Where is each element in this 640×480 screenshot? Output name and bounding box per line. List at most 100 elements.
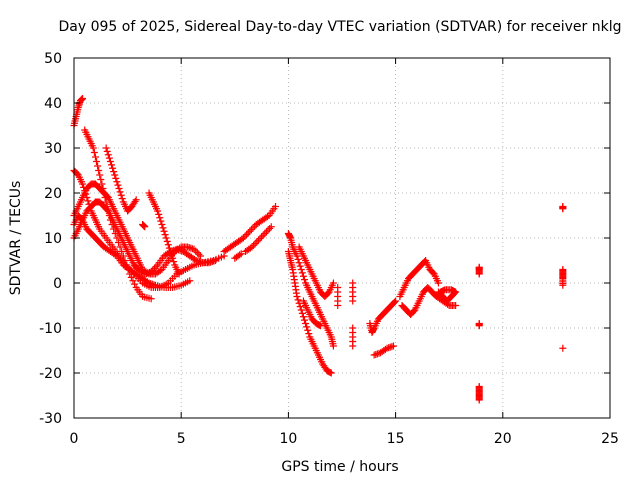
x-tick-label: 25 bbox=[601, 431, 619, 447]
y-tick-label: 50 bbox=[44, 51, 62, 67]
series-track-7 bbox=[139, 189, 183, 278]
data-point bbox=[247, 226, 255, 234]
series-track-16 bbox=[434, 286, 460, 305]
series-track-5 bbox=[70, 212, 194, 291]
data-point bbox=[294, 255, 302, 263]
data-point bbox=[191, 255, 199, 263]
data-point bbox=[196, 252, 204, 260]
data-point bbox=[160, 227, 168, 235]
data-point bbox=[389, 342, 397, 350]
series-track-17 bbox=[475, 263, 483, 404]
data-point bbox=[297, 306, 305, 314]
data-point bbox=[437, 288, 445, 296]
data-point bbox=[434, 279, 442, 287]
data-point bbox=[97, 176, 105, 183]
data-point bbox=[175, 270, 183, 278]
data-point bbox=[212, 257, 220, 264]
data-point bbox=[302, 320, 310, 327]
data-point bbox=[475, 322, 483, 330]
y-tick-label: 40 bbox=[44, 96, 62, 112]
series-track-9 bbox=[284, 230, 337, 350]
series-track-14 bbox=[396, 257, 442, 300]
data-point bbox=[193, 249, 201, 257]
data-point bbox=[168, 251, 176, 259]
data-point bbox=[296, 262, 304, 270]
y-tick-label: -30 bbox=[39, 411, 62, 427]
data-point bbox=[147, 295, 155, 303]
data-point bbox=[391, 298, 399, 306]
data-point bbox=[111, 171, 119, 179]
series-track-6 bbox=[102, 144, 140, 215]
data-point bbox=[559, 281, 567, 289]
y-axis-label: SDTVAR / TECUs bbox=[8, 181, 24, 296]
data-point bbox=[299, 313, 307, 321]
data-point bbox=[169, 254, 177, 262]
series-track-8 bbox=[220, 203, 280, 262]
data-point bbox=[249, 224, 257, 232]
data-point bbox=[261, 230, 269, 237]
data-point bbox=[156, 214, 164, 222]
data-point bbox=[98, 180, 106, 188]
data-point bbox=[186, 277, 194, 285]
data-point bbox=[102, 144, 110, 152]
series-track-18 bbox=[559, 203, 567, 352]
data-point bbox=[299, 272, 307, 280]
data-point bbox=[259, 231, 267, 239]
data-point bbox=[263, 213, 271, 221]
data-point bbox=[103, 147, 111, 155]
y-tick-labels: -30 -20 -10 0 10 20 30 40 50 bbox=[39, 51, 62, 427]
data-point bbox=[161, 231, 169, 239]
data-point bbox=[149, 266, 157, 274]
data-point bbox=[304, 326, 312, 334]
data-point bbox=[132, 196, 140, 204]
y-tick-label: 20 bbox=[44, 186, 62, 202]
y-tick-label: 30 bbox=[44, 141, 62, 157]
data-point bbox=[192, 247, 200, 255]
data-point bbox=[258, 233, 266, 241]
series-track-13 bbox=[366, 297, 400, 359]
data-point bbox=[84, 197, 92, 205]
data-point bbox=[475, 270, 483, 278]
plot-frame bbox=[73, 57, 611, 419]
data-point bbox=[237, 250, 245, 258]
x-tick-label: 20 bbox=[494, 431, 512, 447]
data-point bbox=[163, 237, 171, 245]
data-point bbox=[106, 158, 114, 165]
data-point bbox=[327, 369, 335, 377]
data-point bbox=[253, 238, 261, 246]
data-point bbox=[452, 302, 460, 309]
data-point bbox=[297, 266, 305, 273]
data-point bbox=[96, 171, 104, 179]
data-point bbox=[143, 278, 151, 286]
grid bbox=[74, 58, 610, 418]
data-point bbox=[241, 232, 249, 240]
data-point bbox=[294, 296, 302, 304]
y-tick-label: -20 bbox=[39, 366, 62, 382]
y-tick-label: 0 bbox=[53, 276, 62, 292]
data-point bbox=[152, 263, 160, 271]
data-point bbox=[293, 293, 301, 300]
data-point bbox=[296, 303, 304, 311]
data-point bbox=[165, 244, 173, 252]
x-tick-labels: 0 5 10 15 20 25 bbox=[70, 431, 619, 447]
data-point bbox=[559, 344, 567, 352]
data-point bbox=[392, 297, 400, 305]
data-point bbox=[113, 178, 121, 186]
chart-title: Day 095 of 2025, Sidereal Day-to-day VTE… bbox=[59, 19, 622, 35]
data-point bbox=[559, 205, 567, 213]
x-axis-label: GPS time / hours bbox=[281, 459, 398, 475]
series-track-11 bbox=[295, 243, 337, 330]
data-point bbox=[300, 316, 308, 324]
data-point bbox=[246, 227, 254, 235]
data-point bbox=[239, 234, 247, 242]
data-point bbox=[159, 224, 167, 232]
data-point bbox=[162, 234, 170, 242]
data-point bbox=[381, 345, 389, 353]
data-point bbox=[111, 251, 119, 259]
data-point bbox=[317, 322, 325, 330]
data-point bbox=[262, 228, 270, 236]
data-point bbox=[95, 167, 103, 174]
data-point bbox=[105, 154, 113, 162]
data-point bbox=[244, 229, 252, 237]
